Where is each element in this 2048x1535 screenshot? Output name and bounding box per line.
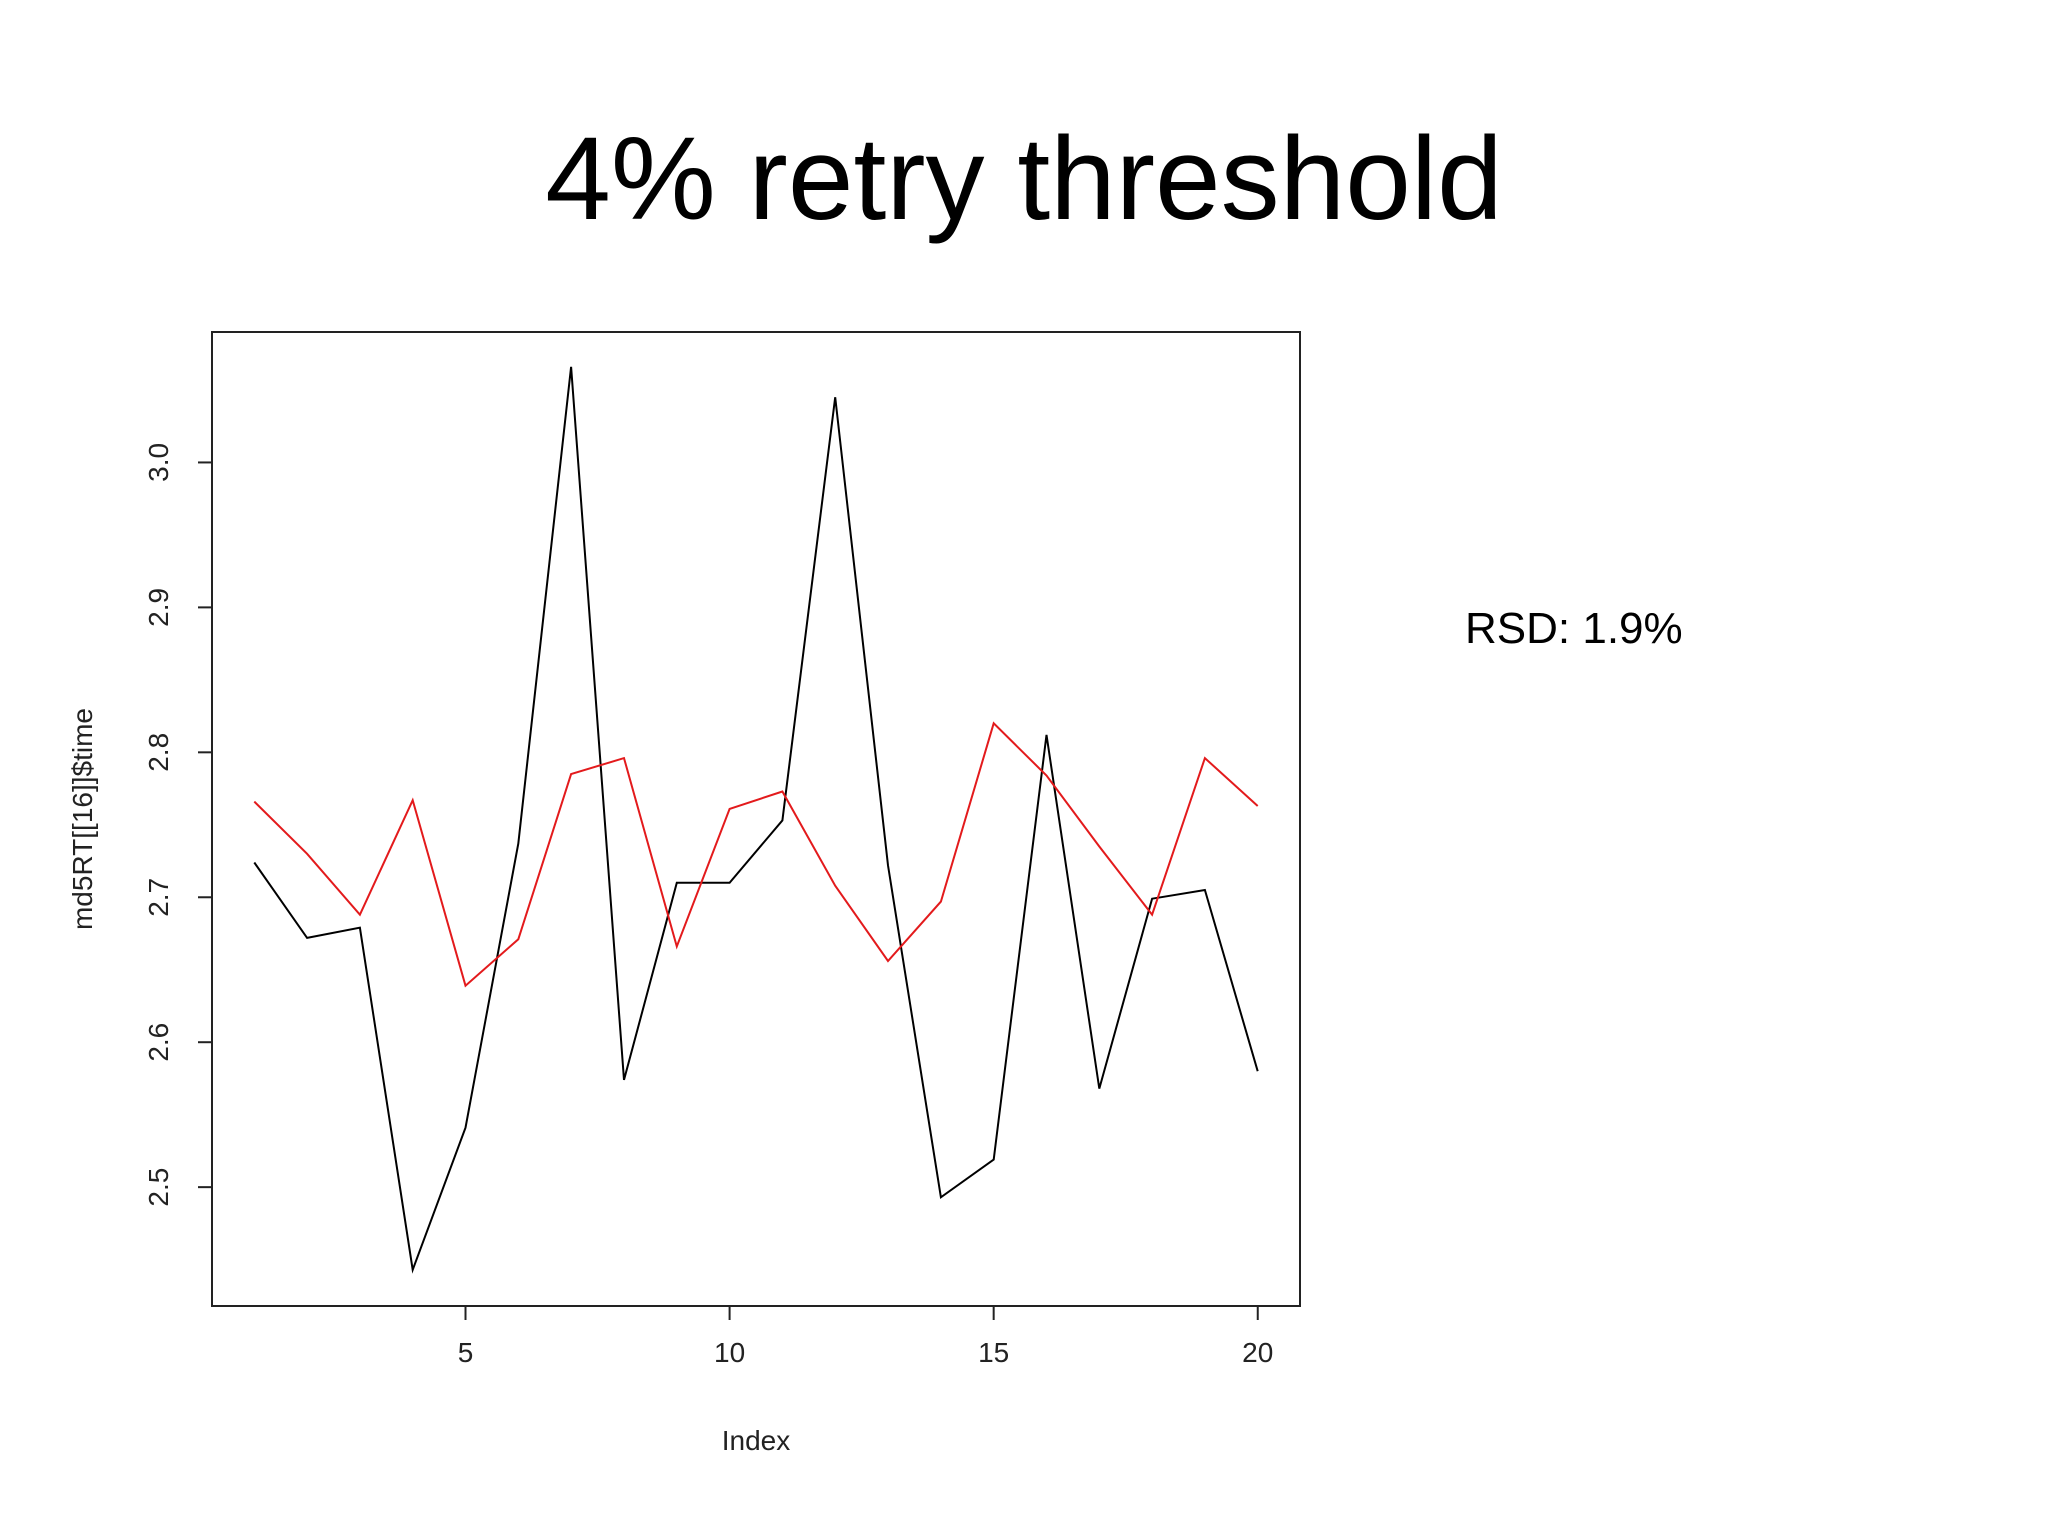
y-tick-label: 2.6 [143, 1023, 174, 1062]
y-tick-label: 2.9 [143, 588, 174, 627]
y-axis: 2.5 2.6 2.7 2.8 2.9 3.0 [143, 443, 213, 1207]
x-axis: 5 10 15 20 [458, 1305, 1273, 1368]
series-line-1 [253, 366, 1259, 1274]
y-tick-label: 2.8 [143, 733, 174, 772]
slide-title: 4% retry threshold [545, 113, 1503, 245]
series-layer [253, 366, 1259, 1274]
x-axis-label: Index [722, 1425, 791, 1456]
series-line-2 [253, 721, 1259, 988]
y-axis-label: md5RT[[16]]$time [67, 708, 98, 930]
y-tick-label: 3.0 [143, 443, 174, 482]
x-tick-label: 15 [978, 1337, 1009, 1368]
plot-frame [211, 331, 1301, 1307]
x-tick-label: 5 [458, 1337, 474, 1368]
x-tick-label: 20 [1242, 1337, 1273, 1368]
rsd-note: RSD: 1.9% [1465, 604, 1683, 653]
y-tick-label: 2.7 [143, 878, 174, 917]
x-tick-label: 10 [714, 1337, 745, 1368]
y-tick-label: 2.5 [143, 1168, 174, 1207]
